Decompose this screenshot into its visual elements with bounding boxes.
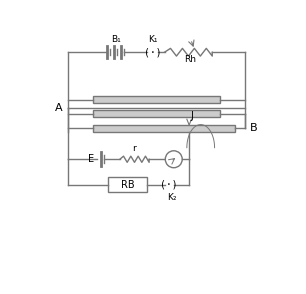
Text: (·): (·) — [144, 47, 162, 57]
Text: RB: RB — [121, 180, 134, 190]
FancyBboxPatch shape — [93, 96, 220, 103]
Text: J: J — [191, 111, 194, 121]
Text: K₁: K₁ — [148, 35, 158, 44]
Text: B: B — [250, 123, 258, 133]
Text: r: r — [132, 144, 136, 153]
Text: B₁: B₁ — [111, 35, 121, 44]
Text: Rh: Rh — [184, 55, 196, 64]
Text: A: A — [55, 103, 63, 113]
Text: (·): (·) — [159, 180, 177, 190]
FancyBboxPatch shape — [93, 110, 220, 117]
FancyBboxPatch shape — [108, 177, 147, 192]
FancyBboxPatch shape — [93, 125, 235, 132]
Text: K₂: K₂ — [167, 193, 176, 202]
Text: E: E — [88, 154, 95, 164]
